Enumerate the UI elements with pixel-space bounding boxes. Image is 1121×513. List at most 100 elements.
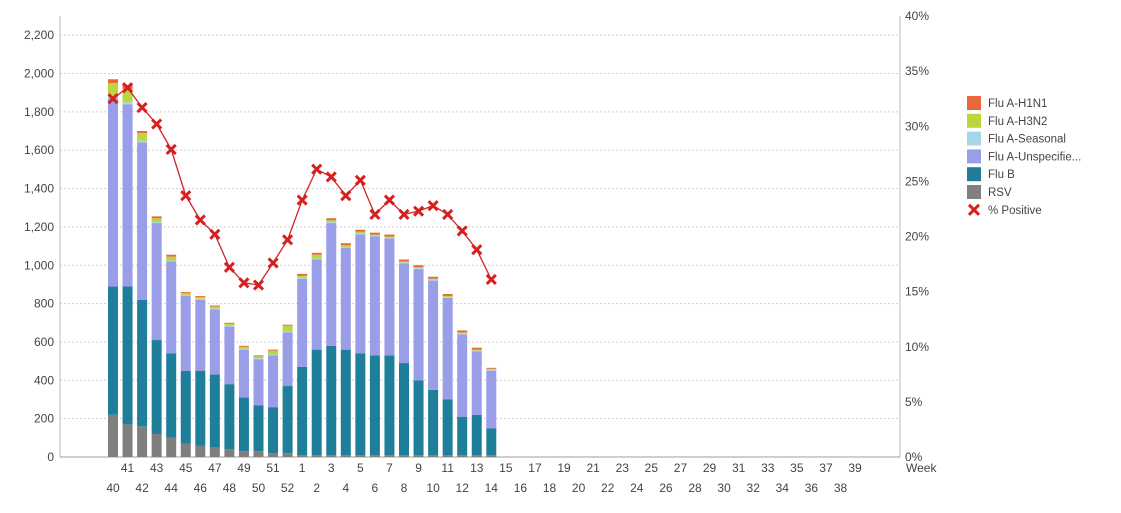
bar-segment [297,366,308,456]
y-left-tick-label: 2,200 [24,28,54,42]
bar-segment [355,233,366,235]
bar-segment [268,350,279,355]
bar-segment [253,405,264,452]
percent-positive-point [107,93,119,105]
bar-segment [369,234,380,236]
bar-segment [369,232,380,235]
legend-swatch [967,167,981,182]
y-left-tick-label: 200 [34,412,54,426]
marker-stroke [442,208,454,221]
bar-segment [457,455,468,457]
bar-segment [195,445,206,457]
percent-positive-point [136,101,148,114]
bar-segment [137,299,148,427]
percent-positive-point [238,277,250,289]
marker-stroke [282,234,294,246]
y-right-tick-label: 40% [905,9,929,23]
bar-segment [428,389,439,456]
bar-segment [268,349,279,351]
percent-positive-point [412,205,425,217]
marker-stroke [209,228,221,240]
x-tick-label: 19 [557,461,571,475]
bar-segment [457,332,468,334]
bar-segment [224,384,235,450]
bar-segment [355,229,366,232]
bar-segment [486,455,497,457]
bar-segment [384,236,395,238]
bar-segment [471,349,482,351]
bar-segment [369,236,380,356]
x-tick-label: 2 [313,481,320,495]
bar-segment [166,353,177,438]
bar-segment [108,414,118,457]
bar-segment [297,275,308,278]
bar-segment [180,443,191,457]
x-tick-label: 33 [761,461,775,475]
bar-segment [311,259,322,350]
bar-segment [151,216,162,219]
bar-segment [355,231,366,234]
x-tick-label: 52 [281,481,295,495]
x-tick-label: 12 [456,481,470,495]
y-right-tick-label: 10% [905,340,929,354]
y-right-tick-label: 15% [905,285,929,299]
bar-segment [282,453,293,457]
x-tick-label: 46 [194,481,208,495]
percent-positive-point [485,273,497,286]
bar-segment [253,359,264,406]
legend-swatch [967,131,981,146]
bar-segment [471,347,482,350]
bar-segment [238,348,249,350]
bar-segment [384,238,395,356]
percent-positive-point [471,244,483,256]
bar-segment [209,308,220,310]
x-tick-label: 36 [805,481,819,495]
x-tick-label: 24 [630,481,644,495]
y-left-tick-label: 800 [34,297,54,311]
legend-label: Flu A-H3N2 [988,116,1047,128]
bar-segment [180,295,191,371]
bar-segment [108,83,118,97]
x-tick-label: 32 [747,481,761,495]
x-tick-label: 31 [732,461,746,475]
bar-segment [413,455,424,457]
marker-stroke [238,277,250,289]
bar-segment [340,455,351,457]
bar-segment [108,79,118,84]
x-tick-label: 9 [415,461,422,475]
marker-stroke [296,194,308,206]
bar-segment [369,235,380,237]
bar-segment [428,280,439,390]
marker-stroke [223,261,235,273]
bar-segment [340,247,351,249]
bar-segment [369,355,380,456]
marker-stroke [311,163,323,175]
bar-segment [413,268,424,270]
x-tick-label: 10 [426,481,440,495]
bar-segment [340,248,351,350]
bar-segment [122,88,133,103]
bar-segment [282,325,293,332]
percent-positive-point [194,214,206,226]
marker-stroke [325,171,337,183]
bar-segment [457,334,468,417]
bar-segment [209,447,220,457]
x-tick-label: 25 [645,461,659,475]
x-tick-label: 5 [357,461,364,475]
bar-segment [471,455,482,457]
percent-positive-point [267,257,279,269]
marker-stroke [267,257,279,269]
x-axis-label: Week [906,461,937,475]
y-right-tick-label: 30% [905,119,929,133]
marker-stroke [165,143,177,155]
bar-segment [399,259,409,262]
bar-segment [399,263,409,364]
x-tick-label: 16 [514,481,528,495]
marker-stroke [354,174,366,186]
bar-segment [253,358,264,360]
bar-segment [442,399,453,456]
x-tick-label: 3 [328,461,335,475]
percent-positive-point [282,234,294,246]
bar-segment [122,424,133,457]
legend-label: Flu A-H1N1 [988,98,1047,110]
